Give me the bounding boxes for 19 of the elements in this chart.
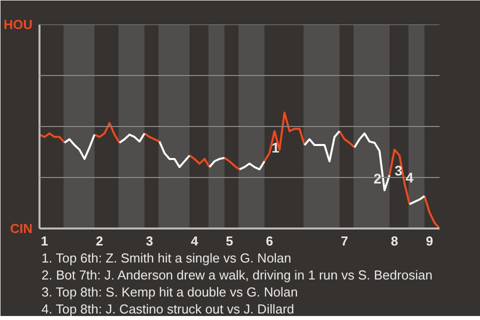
annotation: 4 [406,170,414,186]
x-tick-label: 2 [96,234,104,248]
x-tick-label: 8 [390,234,398,248]
text: 3. Top 8th: S. Kemp hit a double vs G. Nolan [42,284,298,300]
text: 2. Bot 7th: J. Anderson drew a walk, driving in 1 run vs S. Bedrosian [42,268,432,282]
x-tick-label: 1 [40,234,48,248]
x-tick-label: 5 [226,234,234,248]
text: HOU [4,17,32,32]
x-tick-label: 9 [426,234,434,248]
x-tick-label: 6 [266,234,274,248]
annotation: 1 [272,140,280,156]
text: 1. Top 6th: Z. Smith hit a single vs G. Nolan [42,250,292,266]
text: CIN [10,221,32,236]
x-tick-label: 4 [190,234,199,248]
annotation: 3 [394,162,403,178]
text: 4. Top 8th: J. Castino struck out vs J. Dillard [42,302,294,316]
x-tick-label: 7 [340,234,348,248]
annotation: 2 [374,170,382,186]
x-tick-label: 3 [146,234,154,248]
